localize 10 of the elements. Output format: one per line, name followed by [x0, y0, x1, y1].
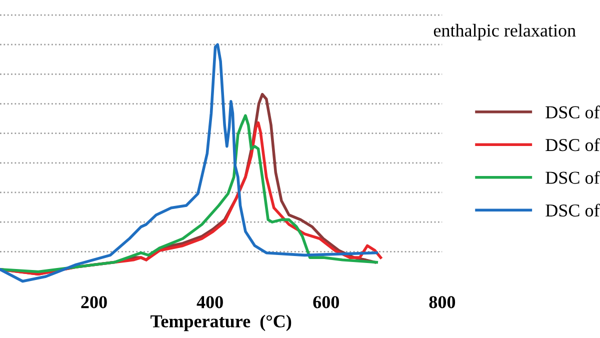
legend-label: DSC of — [546, 170, 600, 184]
legend-label: DSC of — [546, 204, 600, 217]
legend-label: DSC of — [546, 106, 600, 118]
x-axis-title: Temperature (°C) — [150, 314, 292, 332]
text: enthalpic relaxation — [434, 24, 576, 40]
legend-label: DSC of — [546, 138, 600, 152]
x-tick-label: 200 — [81, 296, 107, 308]
x-tick-label: 600 — [313, 296, 339, 308]
x-tick-label: 800 — [429, 296, 456, 308]
x-tick-label: 400 — [196, 296, 223, 308]
